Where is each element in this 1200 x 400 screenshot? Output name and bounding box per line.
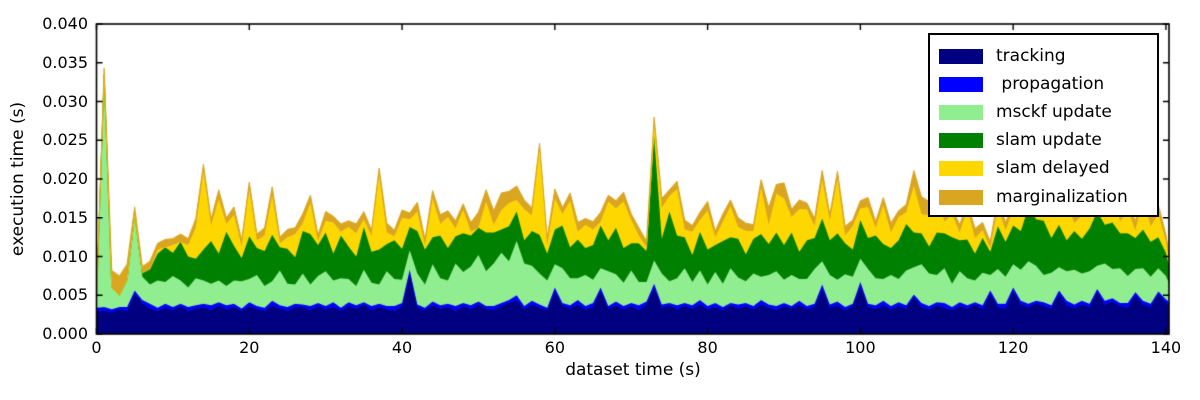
legend-label: slam delayed [996, 158, 1110, 179]
y-tick-label: 0.035 [42, 52, 88, 72]
legend-entry-tracking: tracking [939, 42, 1157, 70]
legend-entry-slam-update: slam update [939, 127, 1157, 155]
legend: tracking propagation msckf update slam upd… [928, 33, 1159, 217]
x-tick-label: 20 [239, 338, 260, 357]
legend-entry-slam-delayed: slam delayed [939, 155, 1157, 183]
legend-label: msckf update [996, 101, 1112, 122]
legend-entry-msckf-update: msckf update [939, 98, 1157, 126]
legend-swatch-msckf-update [939, 104, 983, 120]
y-tick-label: 0.025 [42, 130, 88, 150]
y-tick-label: 0.030 [42, 91, 88, 111]
x-tick-label: 40 [391, 338, 413, 357]
legend-swatch-slam-delayed [939, 161, 983, 177]
legend-label: propagation [996, 73, 1105, 94]
legend-swatch-marginalization [939, 189, 983, 205]
legend-swatch-tracking [939, 48, 983, 64]
x-tick-label: 0 [91, 338, 102, 357]
legend-entry-marginalization: marginalization [939, 183, 1157, 211]
x-tick-label: 60 [544, 338, 566, 357]
x-tick-label: 140 [1150, 338, 1182, 357]
legend-label: slam update [996, 130, 1102, 151]
y-tick-label: 0.015 [42, 207, 88, 227]
y-tick-label: 0.005 [42, 285, 88, 305]
legend-entry-propagation: propagation [939, 70, 1157, 98]
legend-label: tracking [996, 45, 1066, 66]
x-tick-label: 80 [697, 338, 718, 357]
y-tick-label: 0.010 [42, 246, 88, 266]
legend-swatch-slam-update [939, 133, 983, 149]
legend-swatch-propagation [939, 76, 983, 92]
x-tick-label: 120 [997, 338, 1029, 357]
y-tick-label: 0.000 [42, 324, 88, 343]
legend-label: marginalization [996, 186, 1128, 207]
x-axis-label: dataset time (s) [565, 360, 701, 380]
y-tick-label: 0.020 [42, 169, 88, 188]
x-tick-label: 100 [845, 338, 876, 357]
y-tick-label: 0.040 [42, 14, 88, 33]
